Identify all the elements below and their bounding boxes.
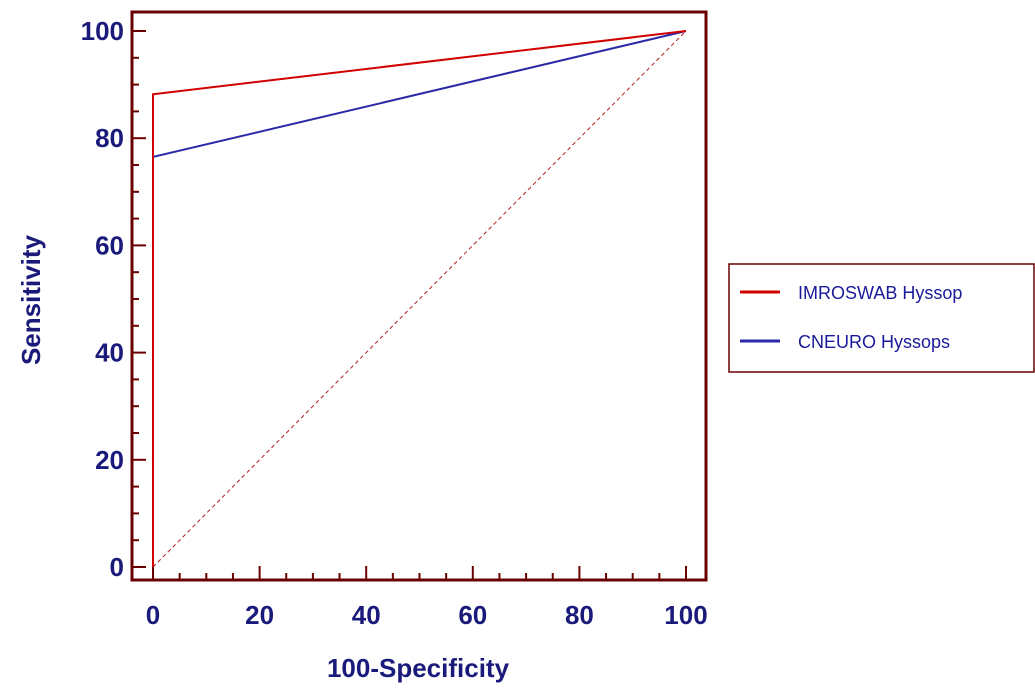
- legend-label-2: CNEURO Hyssops: [798, 332, 950, 352]
- y-axis-label: Sensitivity: [16, 234, 46, 365]
- x-tick-label: 100: [664, 600, 707, 630]
- series-line-1: [152, 30, 687, 567]
- x-tick-label: 60: [458, 600, 487, 630]
- y-tick-label: 100: [81, 16, 124, 46]
- x-tick-label: 40: [352, 600, 381, 630]
- reference-diagonal: [152, 30, 687, 568]
- plot-area: 0 20 40 60 80 100 0 20 40 60 80 100: [81, 10, 708, 630]
- x-tick-label: 0: [146, 600, 160, 630]
- legend-box: [728, 263, 1035, 373]
- y-tick-label: 40: [95, 338, 124, 368]
- plot-frame: [130, 10, 708, 582]
- legend: IMROSWAB Hyssop CNEURO Hyssops: [728, 263, 1035, 373]
- legend-label-1: IMROSWAB Hyssop: [798, 283, 962, 303]
- x-tick-label: 80: [565, 600, 594, 630]
- y-tick-label: 60: [95, 230, 124, 260]
- y-tick-label: 20: [95, 445, 124, 475]
- x-axis-label: 100-Specificity: [327, 653, 510, 683]
- y-tick-label: 0: [110, 552, 124, 582]
- y-tick-label: 80: [95, 123, 124, 153]
- x-tick-label: 20: [245, 600, 274, 630]
